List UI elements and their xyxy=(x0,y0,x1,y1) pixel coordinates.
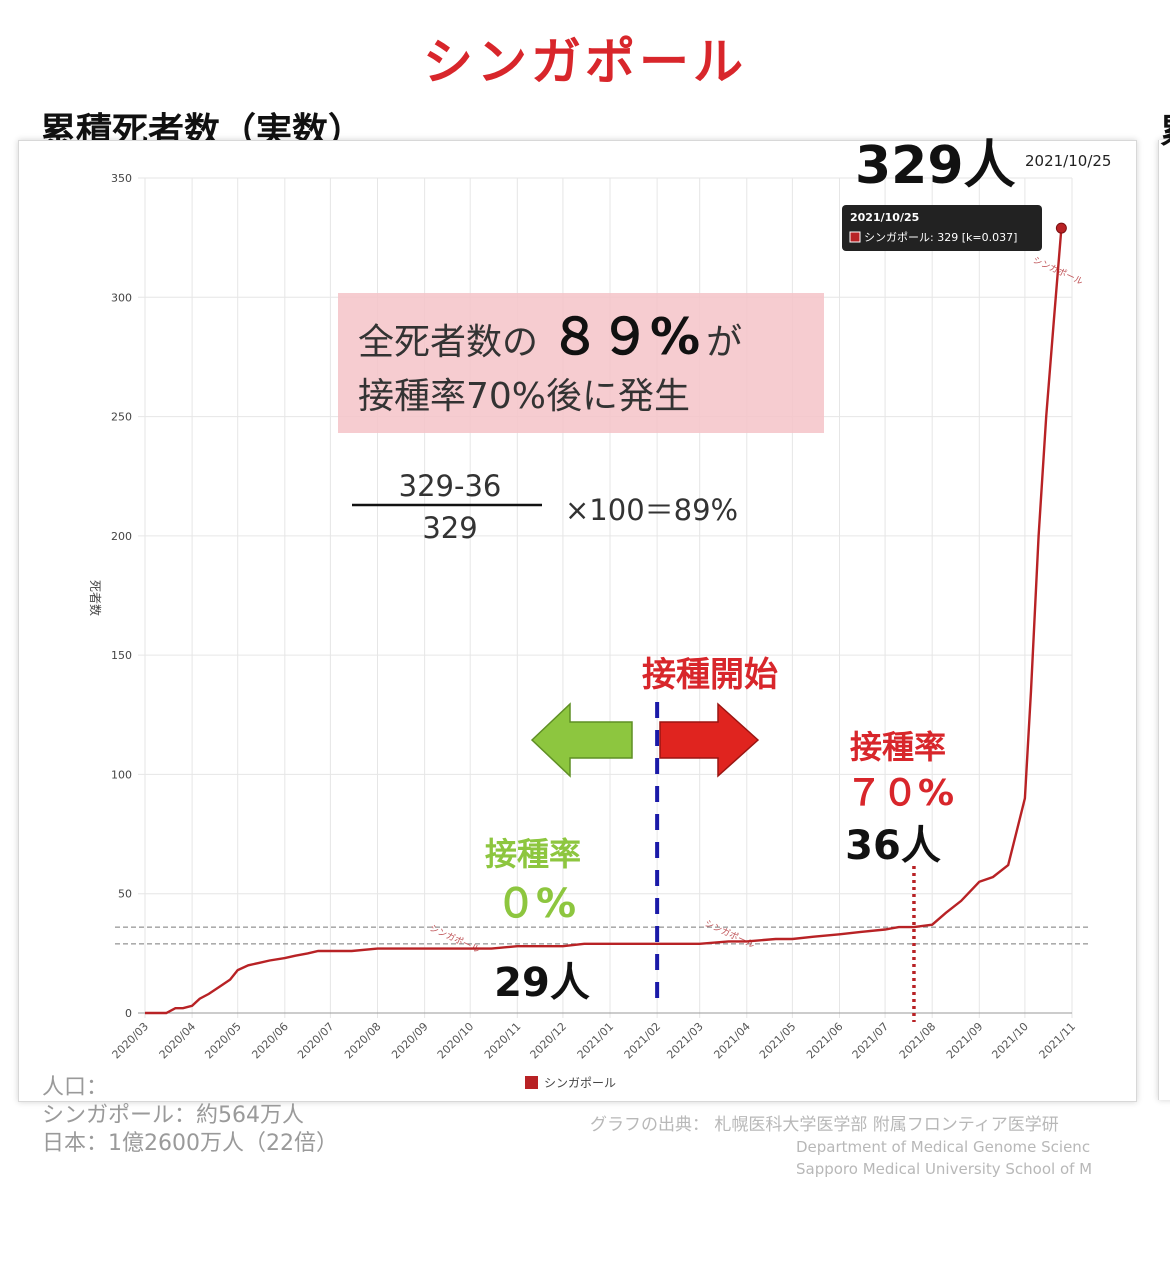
reference-lines xyxy=(115,926,1088,945)
x-tick-label: 2021/06 xyxy=(804,1020,846,1062)
callout-suffix: が xyxy=(706,322,742,363)
population-singapore: シンガポール：約564万人 xyxy=(42,1103,304,1128)
left-arrow-icon xyxy=(530,702,633,778)
legend-swatch xyxy=(525,1076,538,1089)
x-tick-label: 2021/04 xyxy=(711,1020,753,1062)
callout-percent: ８９% xyxy=(550,308,700,366)
x-tick-label: 2020/03 xyxy=(110,1020,152,1062)
y-axis-label: 死者数 xyxy=(88,580,103,616)
x-tick-label: 2021/05 xyxy=(757,1020,799,1062)
fraction-denominator: 329 xyxy=(422,511,477,545)
x-tick-label: 2021/08 xyxy=(897,1020,939,1062)
next-chart-card-edge xyxy=(1158,140,1170,1100)
x-tick-label: 2020/08 xyxy=(342,1020,384,1062)
x-tick-label: 2020/04 xyxy=(157,1020,199,1062)
x-tick-label: 2021/09 xyxy=(944,1020,986,1062)
x-tick-label: 2021/11 xyxy=(1037,1020,1079,1062)
last-data-point xyxy=(1055,222,1067,234)
y-tick-label: 300 xyxy=(111,291,132,304)
x-tick-label: 2020/09 xyxy=(389,1020,431,1062)
series-inline-label: シンガポール xyxy=(703,918,757,951)
x-axis-ticks: 2020/03 2020/04 2020/05 2020/06 2020/07 2020/… xyxy=(110,1020,1079,1062)
population-japan: 日本：1億2600万人（22倍） xyxy=(42,1131,338,1156)
y-tick-label: 100 xyxy=(111,768,132,781)
source-en-1: Department of Medical Genome Scienc xyxy=(796,1138,1091,1156)
callout-line1: 全死者数の ８９% が xyxy=(358,308,742,366)
tooltip-date: 2021/10/25 xyxy=(850,211,919,224)
rate70-label: 接種率 xyxy=(850,728,946,766)
x-tick-label: 2020/06 xyxy=(249,1020,291,1062)
callout-line2: 接種率70%後に発生 xyxy=(358,376,690,417)
y-tick-label: 200 xyxy=(111,530,132,543)
rate0-label: 接種率 xyxy=(485,835,581,873)
x-tick-label: 2021/01 xyxy=(575,1020,617,1062)
legend-label: シンガポール xyxy=(544,1076,616,1090)
rate70-value: ７０% xyxy=(846,773,954,814)
right-arrow-icon xyxy=(659,702,760,778)
fraction-numerator: 329-36 xyxy=(399,469,502,503)
x-tick-label: 2021/07 xyxy=(850,1020,892,1062)
callout-box xyxy=(338,293,824,433)
y-tick-label: 50 xyxy=(118,888,132,901)
vaccination-start-label: 接種開始 xyxy=(642,655,778,695)
tooltip: 2021/10/25 シンガポール: 329 [k=0.037] xyxy=(842,205,1042,251)
series-inline-label: シンガポール xyxy=(428,923,482,956)
x-tick-label: 2020/12 xyxy=(528,1020,570,1062)
y-tick-label: 250 xyxy=(111,411,132,424)
next-chart-title-fragment: 累 xyxy=(1160,104,1170,153)
x-tick-label: 2021/10 xyxy=(990,1020,1032,1062)
y-tick-label: 350 xyxy=(111,172,132,185)
deaths-36-label: 36人 xyxy=(845,823,941,869)
population-heading: 人口： xyxy=(42,1075,109,1100)
x-tick-label: 2020/07 xyxy=(295,1020,337,1062)
source-ja: グラフの出典： 札幌医科大学医学部 附属フロンティア医学研 xyxy=(590,1115,1059,1135)
x-tick-label: 2021/03 xyxy=(664,1020,706,1062)
formula-rest: ×100＝89% xyxy=(565,493,738,527)
page-title: シンガポール xyxy=(423,33,747,91)
last-point-date: 2021/10/25 xyxy=(1025,152,1111,170)
x-tick-label: 2020/10 xyxy=(435,1020,477,1062)
tooltip-value: シンガポール: 329 [k=0.037] xyxy=(864,231,1017,244)
population-info: 人口： シンガポール：約564万人 日本：1億2600万人（22倍） xyxy=(42,1074,338,1158)
x-tick-label: 2020/11 xyxy=(482,1020,524,1062)
series-line-singapore xyxy=(145,228,1063,1015)
y-axis-ticks: 0 50 100 150 200 250 300 350 xyxy=(111,172,132,1020)
y-tick-label: 0 xyxy=(125,1007,132,1020)
callout-prefix: 全死者数の xyxy=(358,322,538,363)
source-credit: グラフの出典： 札幌医科大学医学部 附属フロンティア医学研 Department… xyxy=(590,1114,1092,1180)
x-tick-label: 2021/02 xyxy=(622,1020,664,1062)
x-tick-label: 2020/05 xyxy=(202,1020,244,1062)
tooltip-swatch xyxy=(849,231,861,243)
y-tick-label: 150 xyxy=(111,649,132,662)
last-point-label: 329人 xyxy=(855,136,1016,196)
rate0-value: ０% xyxy=(496,881,576,927)
deaths-29-label: 29人 xyxy=(494,960,590,1006)
source-en-2: Sapporo Medical University School of M xyxy=(796,1160,1093,1178)
